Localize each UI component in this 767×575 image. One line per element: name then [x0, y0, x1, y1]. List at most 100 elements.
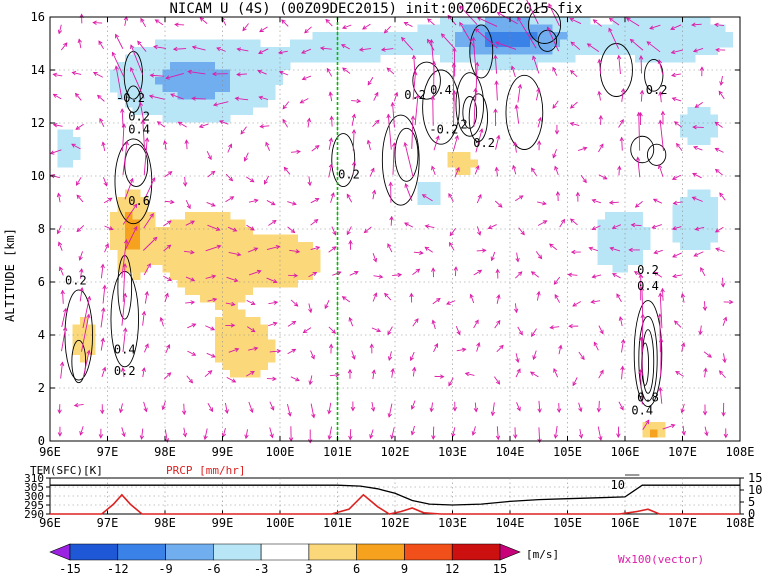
wind-vector: [702, 404, 708, 416]
wind-vector: [287, 226, 296, 234]
wind-vector: [537, 400, 542, 414]
heatmap-cell: [695, 227, 703, 235]
wind-vector: [515, 252, 520, 263]
wind-vector: [74, 92, 82, 101]
heatmap-cell: [485, 24, 493, 33]
heatmap-cell: [192, 114, 201, 123]
wind-vector: [182, 176, 188, 187]
wind-vector: [558, 344, 563, 355]
heatmap-cell: [237, 99, 246, 108]
wind-vector: [448, 192, 454, 202]
heatmap-cell: [635, 32, 643, 40]
heatmap-cell: [245, 62, 253, 70]
contour-label: 0.8: [637, 390, 659, 404]
heatmap-cell: [500, 62, 508, 70]
y-tick-label: 12: [31, 116, 45, 130]
y-axis-label: ALTITUDE [km]: [3, 228, 17, 322]
heatmap-cell: [222, 47, 231, 55]
wind-vector: [471, 36, 477, 76]
wind-vector: [569, 218, 578, 226]
heatmap-cell: [132, 197, 141, 205]
wind-vector: [572, 301, 582, 307]
wind-vector: [182, 427, 188, 438]
wind-vector: [723, 428, 729, 439]
heatmap-cell: [702, 129, 711, 138]
heatmap-cell: [702, 39, 711, 48]
heatmap-cell: [170, 272, 178, 280]
chart-title: NICAM U (4S) (00Z09DEC2015) init:00Z06DE…: [169, 1, 582, 17]
heatmap-cell: [665, 17, 673, 25]
heatmap-cell: [305, 54, 313, 63]
wind-vector: [206, 202, 216, 207]
heatmap-cell: [650, 429, 658, 438]
wind-vector: [325, 18, 333, 27]
heatmap-cell: [222, 302, 231, 310]
heatmap-cell: [200, 99, 208, 108]
heatmap-cell: [132, 99, 141, 108]
wind-vector: [473, 402, 479, 413]
heatmap-cell: [612, 212, 621, 220]
heatmap-cell: [222, 92, 231, 100]
heatmap-cell: [237, 339, 246, 348]
heatmap-cell: [642, 227, 651, 235]
wind-vector: [715, 247, 725, 253]
wind-vector: [341, 24, 352, 30]
heatmap-cell: [177, 234, 186, 243]
heatmap-cell: [687, 24, 696, 33]
wind-vector: [494, 319, 501, 329]
heatmap-cell: [267, 347, 276, 355]
wind-vector: [651, 224, 662, 229]
heatmap-cell: [177, 62, 186, 70]
heatmap-cell: [185, 47, 193, 55]
heatmap-cell: [215, 227, 223, 235]
heatmap-cell: [245, 332, 253, 340]
wind-vector: [184, 250, 195, 255]
heatmap-cell: [162, 257, 171, 265]
heatmap-cell: [605, 234, 613, 243]
heatmap-cell: [162, 84, 171, 93]
heatmap-cell: [110, 77, 118, 85]
wind-vector: [246, 300, 256, 305]
y-tick-label: 6: [38, 275, 45, 289]
heatmap-cell: [222, 84, 231, 93]
heatmap-cell: [590, 47, 598, 55]
heatmap-cell: [65, 129, 73, 138]
wind-vector: [392, 272, 403, 278]
heatmap-cell: [440, 47, 448, 55]
heatmap-cell: [117, 84, 126, 93]
heatmap-cell: [80, 332, 88, 340]
x-tick-label: 96E: [39, 445, 61, 459]
heatmap-cell: [147, 249, 156, 258]
wind-vector: [172, 46, 187, 52]
heatmap-cell: [290, 279, 298, 288]
heatmap-cell: [545, 54, 553, 63]
heatmap-cell: [155, 84, 163, 93]
wind-vector: [268, 220, 277, 226]
heatmap-cell: [440, 54, 448, 63]
heatmap-cell: [680, 17, 688, 25]
heatmap-cell: [492, 62, 501, 70]
heatmap-cell: [282, 279, 291, 288]
heatmap-cell: [155, 227, 163, 235]
wind-vector: [658, 91, 663, 103]
heatmap-cell: [207, 234, 216, 243]
surface-x-tick-label: 108E: [726, 516, 755, 530]
wind-vector: [266, 200, 276, 206]
heatmap-cell: [417, 32, 426, 40]
wind-vector: [646, 41, 661, 53]
wind-vector: [672, 273, 682, 279]
heatmap-cell: [575, 32, 583, 40]
wind-vector: [670, 24, 682, 31]
wind-vector: [401, 36, 414, 51]
heatmap-cell: [207, 54, 216, 63]
surface-x-tick-label: 105E: [553, 516, 582, 530]
heatmap-cell: [222, 242, 231, 250]
wind-vector: [369, 167, 375, 177]
wind-vector: [459, 21, 475, 49]
heatmap-cell: [537, 54, 546, 63]
heatmap-cell: [147, 99, 156, 108]
heatmap-cell: [612, 242, 621, 250]
contour-line: [455, 72, 485, 137]
heatmap-cell: [192, 92, 201, 100]
heatmap-cell: [162, 54, 171, 63]
